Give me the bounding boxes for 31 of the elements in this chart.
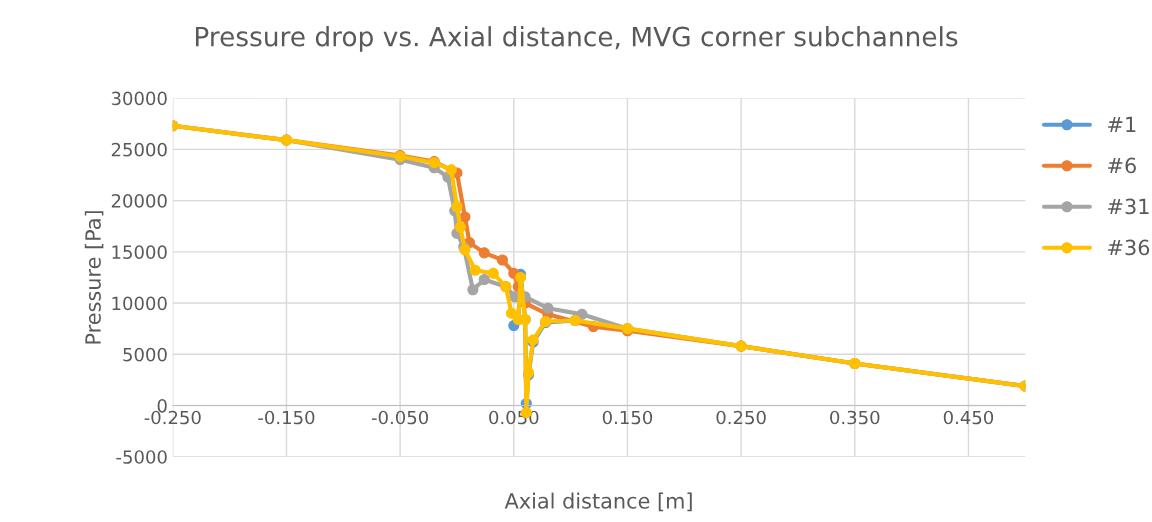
y-tick-label: 15000 <box>112 245 167 259</box>
x-tick-label: 0.450 <box>943 410 994 425</box>
chart-title: Pressure drop vs. Axial distance, MVG corner subchannels <box>195 26 958 52</box>
point <box>451 201 463 213</box>
x-axis-title: Axial distance [m] <box>504 492 692 512</box>
point <box>496 254 508 266</box>
point <box>487 267 499 279</box>
x-tick-label: -0.150 <box>258 410 315 425</box>
legend-label: #31 <box>1108 198 1149 215</box>
legend-label: #6 <box>1108 157 1136 174</box>
y-tick-label: 10000 <box>112 296 167 311</box>
point <box>542 302 554 314</box>
point <box>505 307 518 319</box>
x-tick-label: 0.150 <box>602 410 653 425</box>
y-tick-label: -5000 <box>116 450 167 464</box>
point <box>467 284 479 296</box>
x-tick-label: 0.250 <box>716 410 766 425</box>
y-axis-title: Pressure [Pa] <box>84 211 104 344</box>
y-tick-label: 25000 <box>111 142 167 157</box>
point <box>478 247 490 259</box>
point <box>469 264 481 276</box>
x-tick-label: -0.050 <box>371 410 429 425</box>
point <box>454 221 466 233</box>
point <box>445 164 457 176</box>
point <box>478 273 490 286</box>
y-tick-label: 20000 <box>111 194 167 208</box>
legend-label: #1 <box>1108 116 1136 133</box>
x-tick-label: 0.350 <box>830 410 880 425</box>
legend-label: #36 <box>1108 239 1150 256</box>
y-tick-label: 5000 <box>123 347 167 362</box>
y-tick-label: 30000 <box>111 91 167 106</box>
